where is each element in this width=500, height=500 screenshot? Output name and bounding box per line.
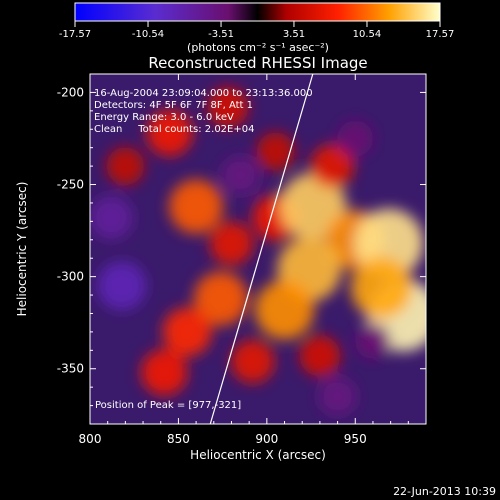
plot-frame	[89, 73, 427, 425]
annotation-time-range: 16-Aug-2004 23:09:04.000 to 23:13:36.000	[94, 88, 313, 99]
heatmap-image	[90, 86, 426, 416]
annotation-energy-range: Energy Range: 3.0 - 6.0 keV	[94, 112, 234, 123]
colorbar-tick-label: -3.51	[208, 29, 234, 40]
negative-blob	[97, 261, 147, 311]
emission-blob	[169, 179, 224, 234]
emission-blob	[141, 349, 188, 396]
x-tick-label: 800	[79, 432, 102, 446]
x-tick-label: 950	[344, 432, 367, 446]
x-tick-label: 850	[167, 432, 190, 446]
colorbar-tick-label: 10.54	[353, 29, 382, 40]
x-tick-label: 900	[255, 432, 278, 446]
emission-blob	[254, 280, 315, 340]
peak-position-label: Position of Peak = [977,-321]	[95, 400, 241, 411]
y-tick-label: -300	[57, 270, 84, 284]
footer-date: 22-Jun-2013 10:39	[393, 485, 496, 498]
emission-blob	[209, 221, 254, 266]
emission-blob	[310, 144, 355, 188]
y-tick-label: -350	[57, 362, 84, 376]
emission-blob	[146, 109, 193, 157]
colorbar	[74, 2, 441, 22]
colorbar-unit-label: (photons cm⁻² s⁻¹ asec⁻²)	[187, 41, 329, 54]
emission-blob	[230, 339, 275, 384]
emission-blob	[162, 307, 212, 357]
emission-blob	[279, 173, 347, 241]
emission-blob	[350, 256, 413, 319]
chart-title: Reconstructed RHESSI Image	[148, 54, 367, 72]
emission-blob	[256, 132, 295, 171]
x-axis-ticks: 800 850 900 950	[79, 74, 409, 446]
annotation-block: 16-Aug-2004 23:09:04.000 to 23:13:36.000…	[94, 88, 313, 135]
y-tick-label: -250	[57, 178, 84, 192]
negative-blob	[318, 377, 357, 416]
colorbar-tick-label: 17.57	[426, 29, 455, 40]
y-axis-ticks: -200 -250 -300 -350	[57, 85, 426, 407]
negative-blob	[337, 120, 374, 157]
y-axis-label: Heliocentric Y (arcsec)	[15, 182, 29, 317]
emission-blob	[193, 271, 248, 326]
negative-blob	[221, 156, 260, 195]
annotation-detectors: Detectors: 4F 5F 6F 7F 8F, Att 1	[94, 100, 253, 111]
emission-blob	[207, 86, 249, 128]
solar-limb-line	[209, 74, 314, 424]
colorbar-tick-label: 3.51	[283, 29, 305, 40]
colorbar-tick-label: -10.54	[132, 29, 164, 40]
annotation-clean-counts: Clean Total counts: 2.02E+04	[94, 124, 254, 135]
y-tick-label: -200	[57, 85, 84, 99]
emission-blob	[106, 146, 145, 186]
negative-blob	[355, 323, 391, 360]
negative-blob	[90, 195, 134, 240]
colorbar-tick-label: -17.57	[59, 29, 91, 40]
colorbar-ticks: -17.57 -10.54 -3.51 3.51 10.54 17.57	[59, 21, 454, 40]
emission-blob	[299, 335, 341, 377]
x-axis-label: Heliocentric X (arcsec)	[190, 448, 326, 462]
